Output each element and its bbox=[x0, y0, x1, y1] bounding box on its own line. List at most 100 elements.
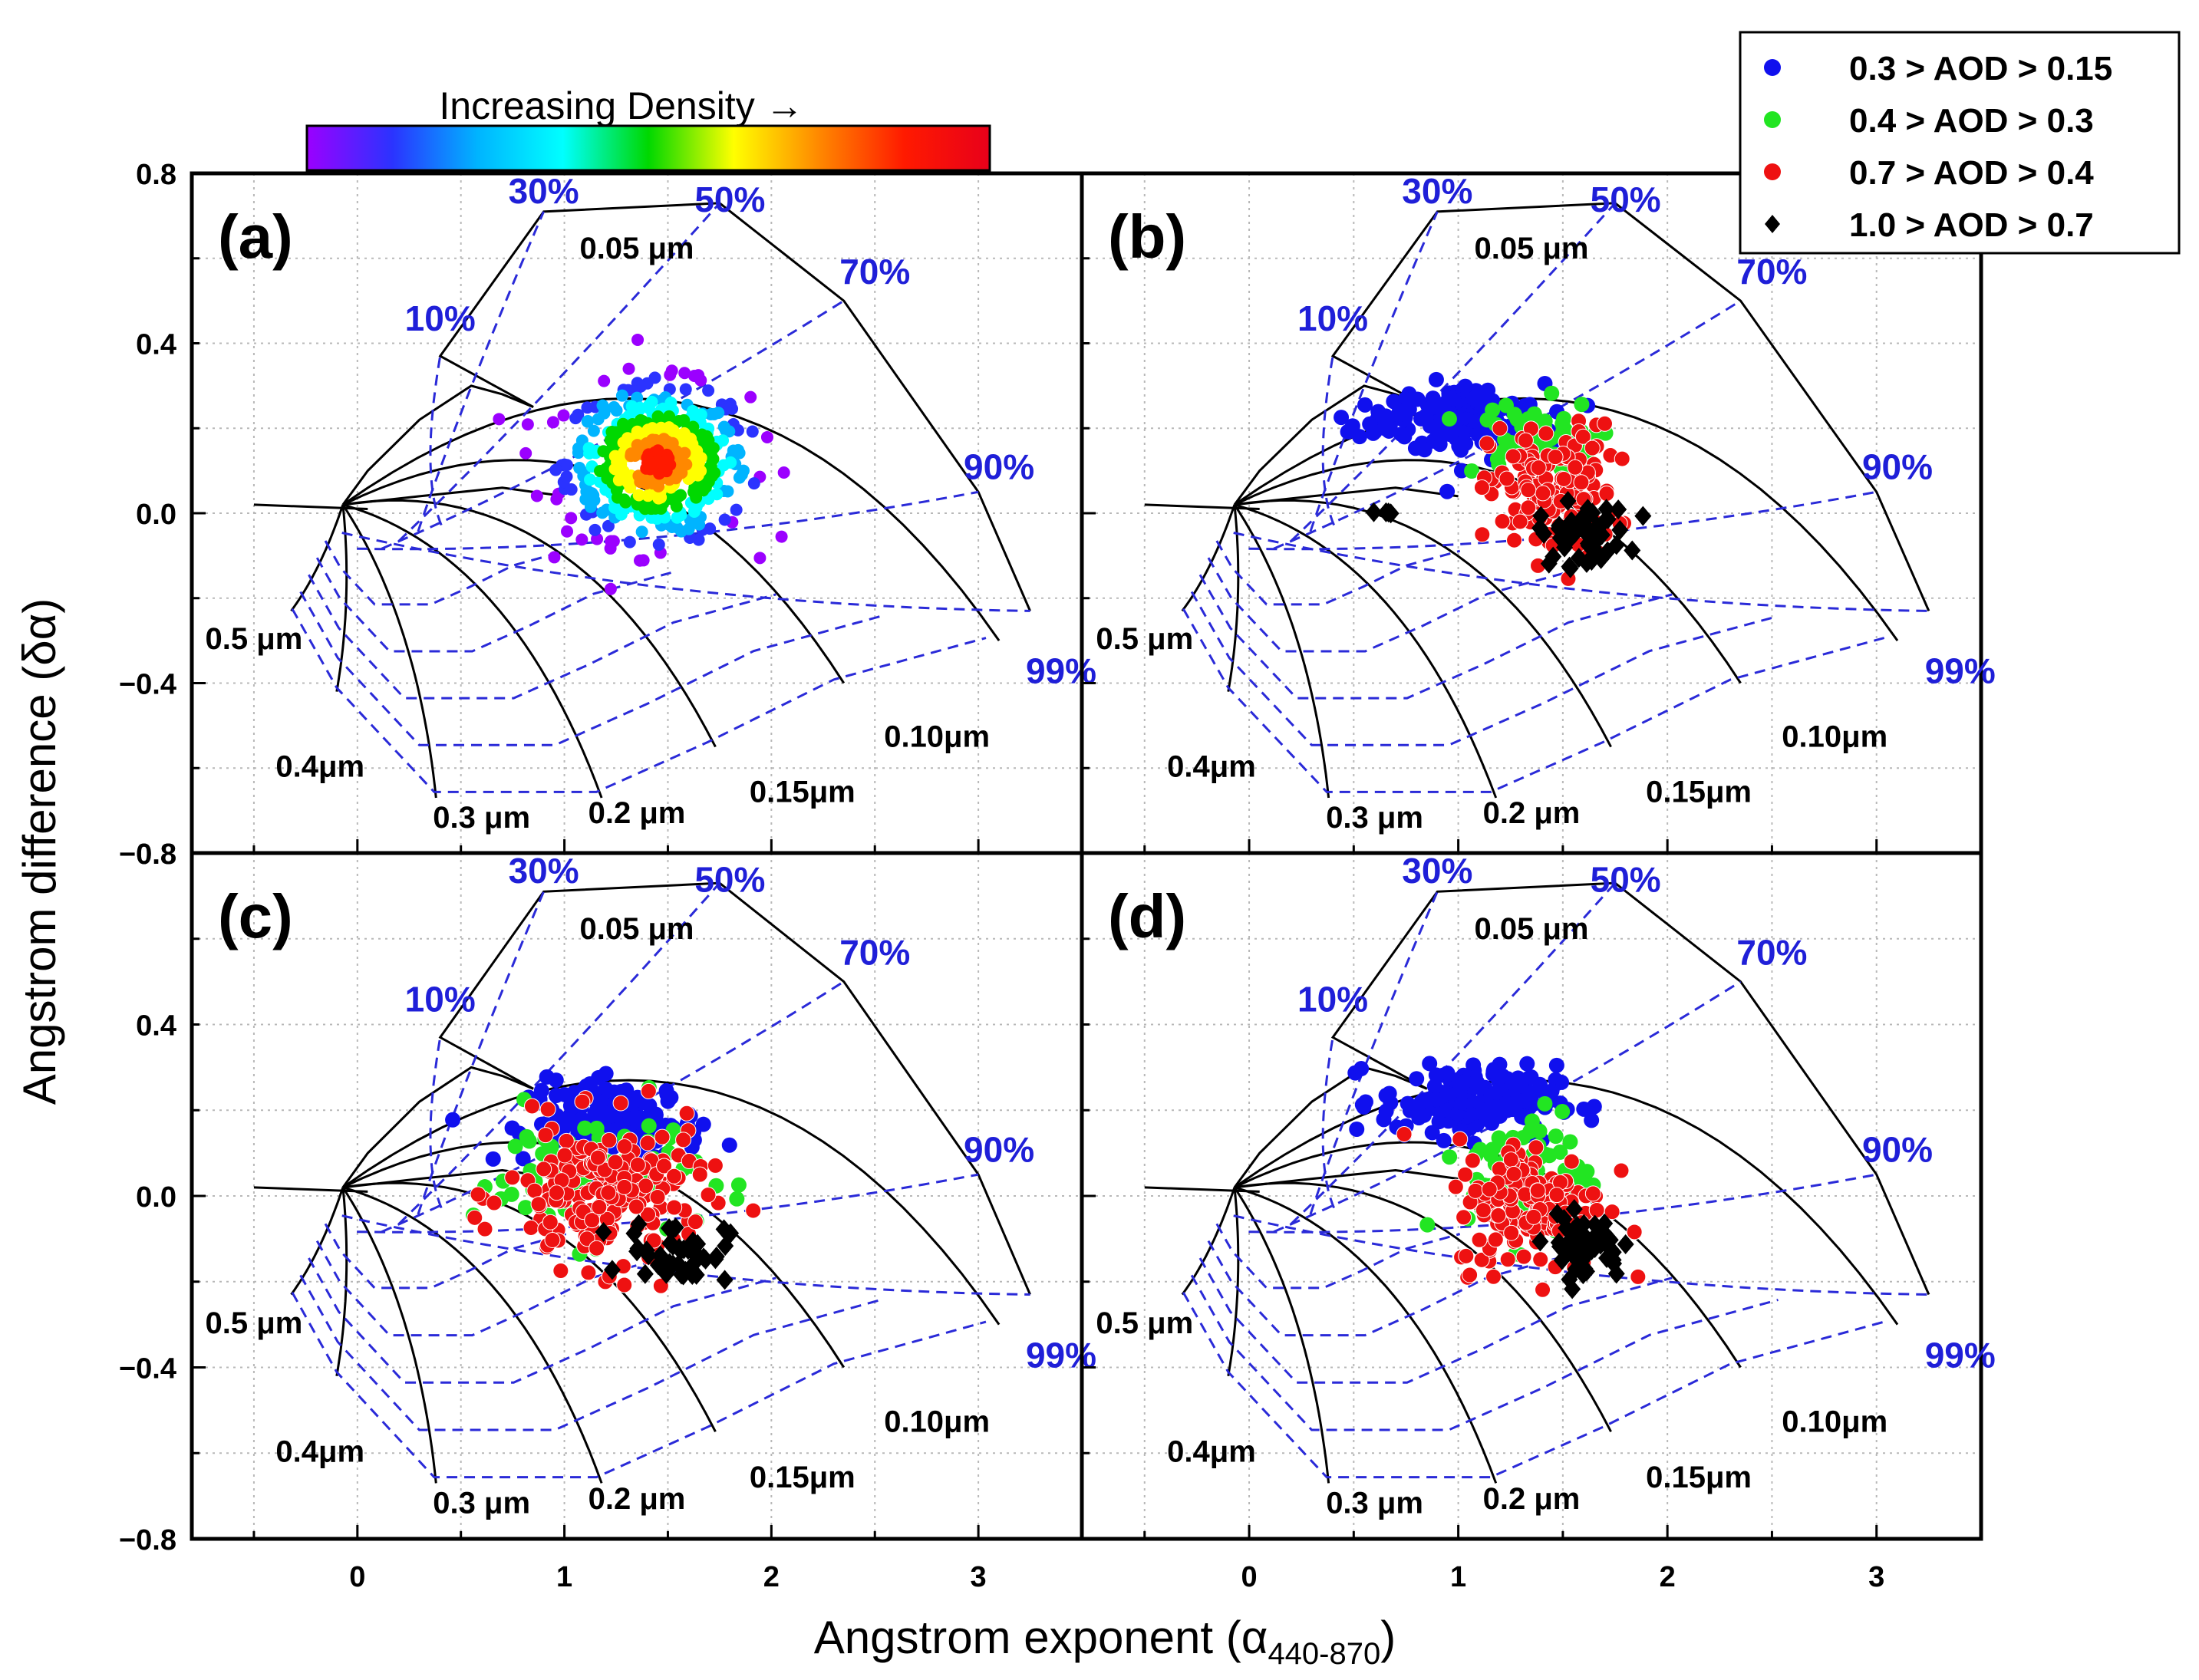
point-0.7-0.4 bbox=[1588, 1202, 1605, 1219]
point-0.4-0.3 bbox=[1442, 1149, 1458, 1165]
radius-label: 0.05 μm bbox=[579, 912, 694, 946]
point-0.7-0.4 bbox=[1520, 482, 1537, 499]
point-aod-0.7-1.0 bbox=[1550, 519, 1568, 539]
x-axis-title-subscript: 440-870 bbox=[1268, 1637, 1380, 1671]
point-0.4-0.3 bbox=[1562, 1134, 1578, 1150]
panels: 10% 30% 50% 70% 90% 99% 0.05 μm 0.10μm 0.15μm 0.2… bbox=[190, 171, 1996, 1541]
point-aod-0.7-1.0 bbox=[707, 1249, 724, 1270]
point-0.7-0.4 bbox=[467, 1209, 483, 1226]
x-axis-ticks: 0 1 2 3 0 1 2 3 bbox=[349, 1561, 1884, 1593]
radius-connector-dashed bbox=[315, 557, 671, 653]
point-0.7-0.4 bbox=[1563, 1153, 1580, 1170]
point-0.7-0.4 bbox=[678, 1105, 695, 1122]
fine-mode-fraction-line bbox=[1321, 355, 1335, 526]
radius-label: 0.4μm bbox=[275, 1435, 364, 1468]
point-0.7-0.4 bbox=[1597, 415, 1614, 432]
point-aod-0.7-1.0 bbox=[1575, 1225, 1593, 1246]
radius-curve bbox=[1234, 1186, 1498, 1484]
y-tick-label: −0.4 bbox=[119, 1353, 176, 1385]
panel-c-points bbox=[445, 1066, 762, 1294]
density-point bbox=[584, 473, 597, 486]
radius-label: 0.5 μm bbox=[206, 622, 303, 656]
point-0.4-0.3 bbox=[588, 1120, 605, 1136]
point-0.7-0.4 bbox=[588, 1240, 605, 1257]
fine-mode-fraction-label: 70% bbox=[1736, 932, 1807, 972]
point-aod-0.7-1.0 bbox=[1580, 535, 1597, 556]
panel-label-d: (d) bbox=[1108, 882, 1186, 950]
radius-label: 0.2 μm bbox=[1483, 1482, 1581, 1516]
fine-mode-fraction-label: 70% bbox=[1736, 252, 1807, 292]
radius-curve bbox=[1233, 504, 1330, 799]
point-0.7-0.4 bbox=[526, 1182, 543, 1199]
density-point bbox=[610, 404, 623, 417]
fine-mode-fraction-label: 99% bbox=[1026, 1336, 1096, 1375]
radius-connector-dashed bbox=[308, 1257, 776, 1384]
point-0.3-0.15 bbox=[1429, 1092, 1445, 1108]
point-0.4-0.3 bbox=[577, 1120, 593, 1136]
y-tick-label: 0.4 bbox=[136, 329, 176, 361]
point-0.7-0.4 bbox=[666, 1168, 683, 1184]
point-aod-0.7-1.0 bbox=[722, 1223, 740, 1244]
point-0.7-0.4 bbox=[616, 1276, 633, 1293]
point-0.7-0.4 bbox=[1505, 448, 1521, 465]
fine-mode-fraction-line bbox=[1309, 211, 1439, 532]
point-aod-0.7-1.0 bbox=[1531, 518, 1549, 539]
point-0.7-0.4 bbox=[616, 1178, 633, 1195]
point-aod-0.7-1.0 bbox=[1624, 540, 1641, 561]
density-point bbox=[694, 374, 707, 387]
density-point bbox=[744, 390, 757, 404]
point-0.4-0.3 bbox=[1491, 1130, 1507, 1146]
y-axis-ticks: 0.80.40.0−0.4−0.80.80.40.0−0.4−0.8 bbox=[119, 159, 176, 1556]
radius-label: 0.05 μm bbox=[1474, 912, 1588, 946]
radius-connector-dashed bbox=[1207, 557, 1567, 653]
density-point bbox=[753, 552, 767, 565]
density-point bbox=[688, 481, 701, 494]
point-0.7-0.4 bbox=[1492, 420, 1508, 436]
fine-mode-fraction-label: 30% bbox=[509, 851, 579, 891]
point-0.7-0.4 bbox=[530, 1196, 547, 1213]
point-0.3-0.15 bbox=[695, 1116, 711, 1132]
fine-mode-fraction-label: 99% bbox=[1026, 651, 1096, 691]
point-0.7-0.4 bbox=[649, 1188, 666, 1205]
point-0.3-0.15 bbox=[548, 1088, 564, 1104]
point-0.7-0.4 bbox=[556, 1147, 573, 1164]
point-0.7-0.4 bbox=[1535, 485, 1551, 502]
point-0.7-0.4 bbox=[607, 1154, 624, 1171]
fine-mode-fraction-label: 90% bbox=[1862, 447, 1933, 487]
panel-a-aerosol-grid: 10% 30% 50% 70% 90% 99% 0.05 μm 0.10μm 0.15μm 0.2… bbox=[206, 171, 1097, 835]
point-0.4-0.3 bbox=[1441, 411, 1457, 427]
radius-label: 0.3 μm bbox=[1326, 801, 1423, 835]
point-0.3-0.15 bbox=[618, 1082, 635, 1099]
point-aod-0.7-1.0 bbox=[1578, 1261, 1595, 1282]
point-aod-0.7-1.0 bbox=[1575, 1214, 1593, 1234]
point-0.3-0.15 bbox=[1472, 1080, 1489, 1096]
legend-marker-circle bbox=[1764, 59, 1781, 76]
point-0.7-0.4 bbox=[1626, 1224, 1643, 1240]
legend: 0.3 > AOD > 0.15 0.4 > AOD > 0.3 0.7 > AOD… bbox=[1739, 31, 2181, 255]
radius-connector-dashed bbox=[1182, 1291, 1885, 1479]
point-0.4-0.3 bbox=[1544, 385, 1560, 401]
point-0.3-0.15 bbox=[1439, 483, 1456, 499]
point-0.7-0.4 bbox=[1530, 460, 1547, 476]
point-aod-0.7-1.0 bbox=[1559, 491, 1577, 512]
point-aod-0.7-1.0 bbox=[681, 1238, 699, 1259]
lower-boundary-curve bbox=[1234, 486, 1459, 506]
point-0.3-0.15 bbox=[1357, 397, 1373, 413]
point-0.7-0.4 bbox=[745, 1202, 762, 1219]
point-0.7-0.4 bbox=[486, 1194, 503, 1211]
radius-curve bbox=[1181, 1187, 1236, 1296]
fine-mode-fraction-line bbox=[381, 980, 845, 1234]
overlap-line bbox=[253, 503, 368, 510]
point-0.3-0.15 bbox=[445, 1112, 461, 1128]
legend-label: 0.4 > AOD > 0.3 bbox=[1849, 102, 2094, 140]
point-aod-0.7-1.0 bbox=[1568, 1244, 1585, 1265]
point-0.7-0.4 bbox=[639, 1135, 656, 1151]
point-0.7-0.4 bbox=[1447, 1178, 1464, 1195]
point-0.7-0.4 bbox=[1630, 1268, 1647, 1285]
x-axis-title: Angstrom exponent (α440-870) bbox=[814, 1612, 1396, 1671]
point-0.3-0.15 bbox=[1523, 1069, 1539, 1085]
point-0.3-0.15 bbox=[1519, 1056, 1535, 1072]
density-point bbox=[581, 415, 594, 428]
point-aod-0.7-1.0 bbox=[661, 1218, 678, 1239]
point-0.7-0.4 bbox=[707, 1157, 724, 1174]
